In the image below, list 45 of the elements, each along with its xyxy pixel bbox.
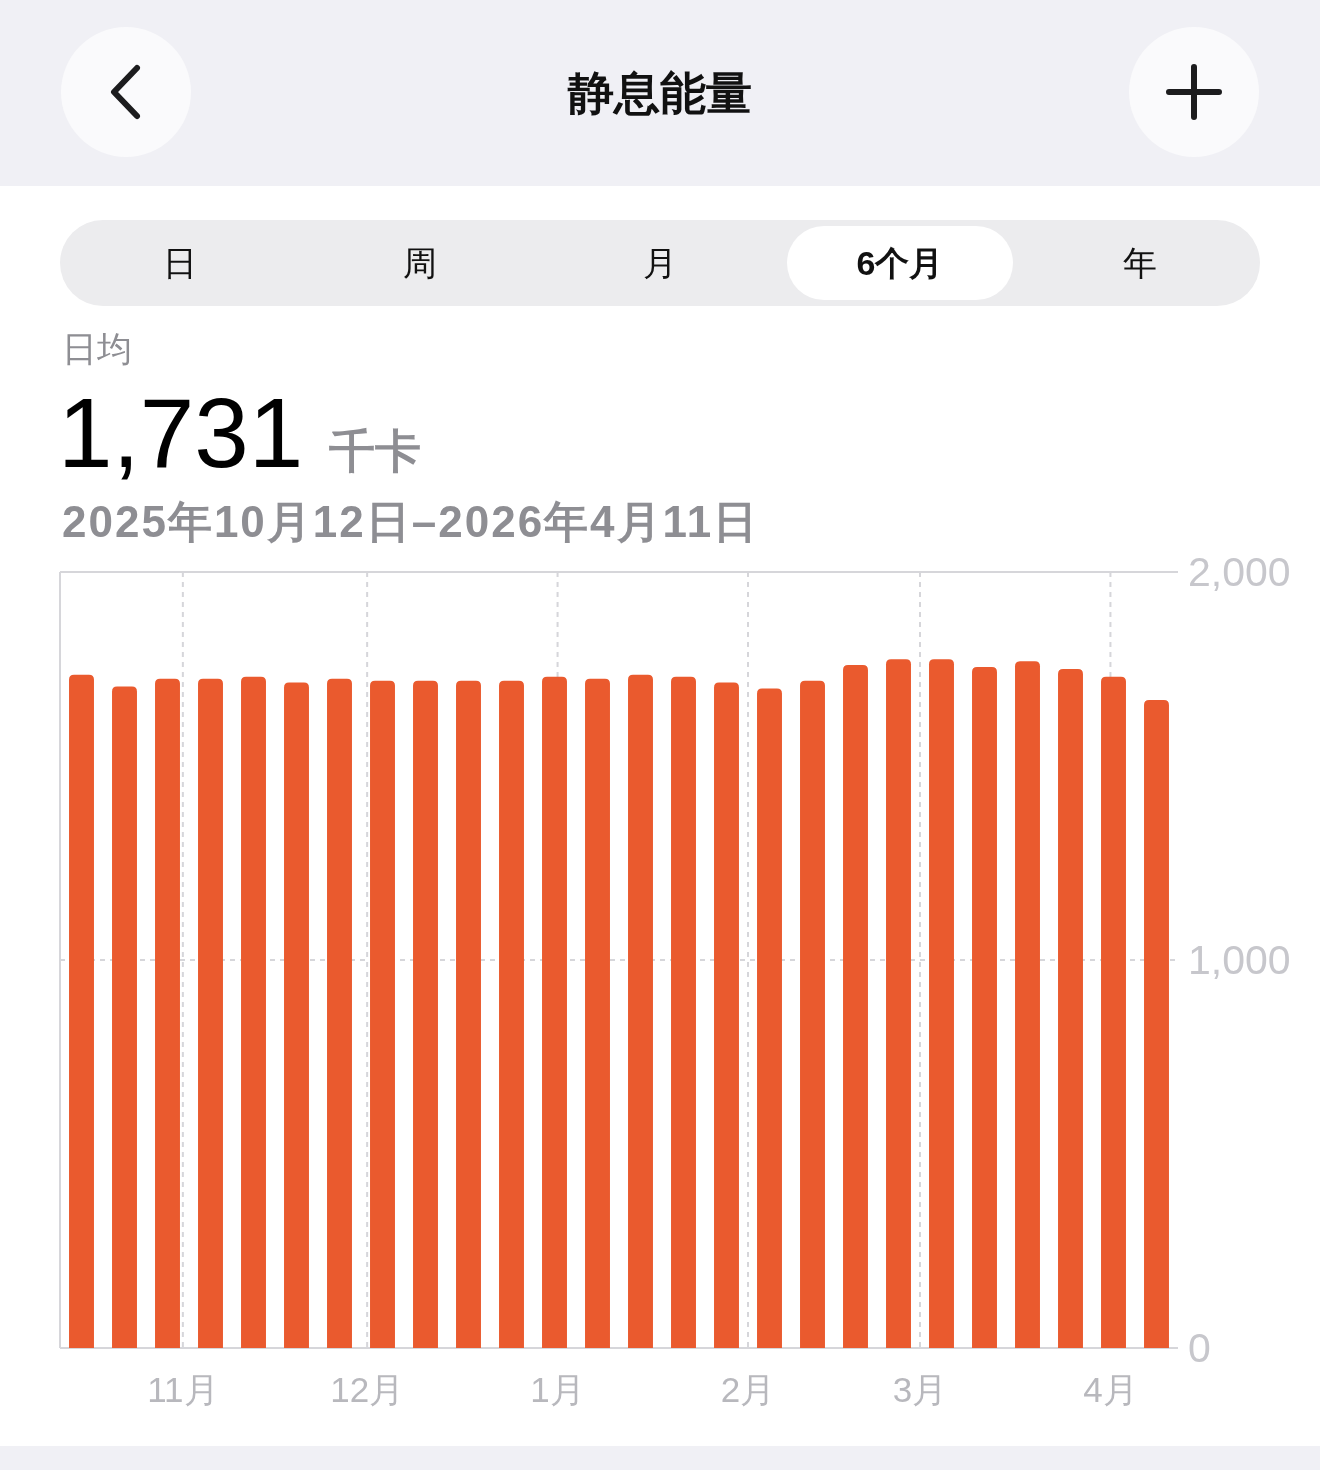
- y-tick-label: 0: [1188, 1325, 1211, 1371]
- bar: [69, 674, 94, 1348]
- bar: [112, 686, 137, 1348]
- bar: [671, 676, 696, 1348]
- x-tick-label: 11月: [147, 1369, 219, 1409]
- bar: [800, 680, 825, 1348]
- text: 6个月: [856, 244, 944, 282]
- bar: [886, 659, 911, 1348]
- text: 千卡: [329, 425, 422, 477]
- x-tick-label: 4月: [1083, 1369, 1138, 1409]
- text: 月: [643, 244, 677, 282]
- bar: [413, 680, 438, 1348]
- bar: [456, 680, 481, 1348]
- bar: [972, 667, 997, 1348]
- bar: [284, 682, 309, 1348]
- x-tick-label: 1月: [530, 1369, 585, 1409]
- chart-subtitle: 2025年10月12日–2026年4月11日: [62, 497, 760, 546]
- bar: [929, 659, 954, 1348]
- bar: [155, 678, 180, 1348]
- text: 年: [1123, 244, 1157, 282]
- bar: [585, 678, 610, 1348]
- bar: [628, 674, 653, 1348]
- y-tick-label: 2,000: [1188, 549, 1291, 595]
- text: 1,731: [58, 378, 304, 488]
- bar: [1015, 661, 1040, 1348]
- bar: [714, 682, 739, 1348]
- bar: [198, 678, 223, 1348]
- x-tick-label: 2月: [720, 1369, 776, 1409]
- x-tick-label: 3月: [892, 1369, 948, 1409]
- bar: [757, 688, 782, 1348]
- bar: [542, 676, 567, 1348]
- bar: [327, 678, 352, 1348]
- bar: [499, 680, 524, 1348]
- x-tick-label: 12月: [330, 1369, 405, 1409]
- bar: [843, 665, 868, 1348]
- y-tick-label: 1,000: [1188, 937, 1291, 983]
- bar: [1144, 700, 1169, 1348]
- bar: [1101, 676, 1126, 1348]
- bar: [370, 680, 395, 1348]
- bar: [1058, 669, 1083, 1348]
- text: 周: [403, 244, 437, 282]
- text: 日: [163, 244, 197, 282]
- chart-title: 静息能量: [567, 67, 752, 119]
- bar: [241, 676, 266, 1348]
- text: 日均: [62, 328, 132, 368]
